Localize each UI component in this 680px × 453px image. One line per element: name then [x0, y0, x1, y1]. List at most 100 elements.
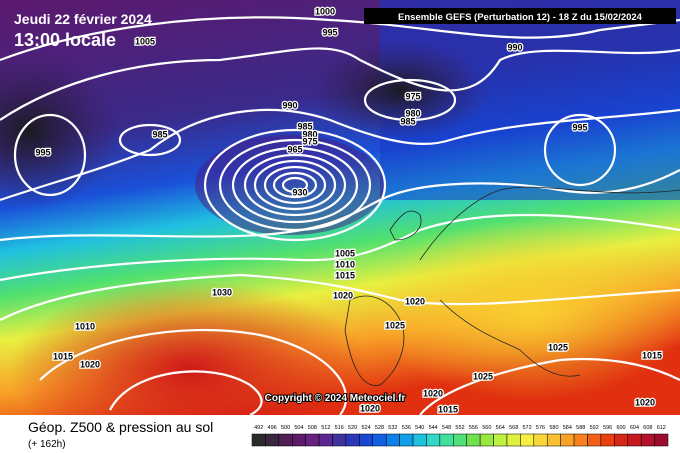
colorbar-swatch	[318, 433, 333, 447]
isobar-label: 1025	[548, 342, 568, 352]
colorbar-swatch	[426, 433, 441, 447]
isobar-label: 985	[297, 121, 312, 131]
colorbar-swatch	[292, 433, 306, 447]
colorbar-label: 548	[442, 425, 451, 431]
colorbar-label: 532	[388, 425, 397, 431]
colorbar-swatch	[546, 433, 561, 447]
run-info: Ensemble GEFS (Perturbation 12) - 18 Z d…	[398, 12, 643, 23]
isobar-label: 965	[287, 144, 302, 154]
isobars	[0, 16, 680, 416]
isobar-label: 980	[302, 129, 317, 139]
colorbar-swatch	[533, 433, 548, 447]
isobar-label: 1020	[80, 359, 100, 369]
colorbar-label: 516	[335, 425, 344, 431]
colorbar-swatch	[265, 433, 280, 447]
colorbar-swatch	[506, 433, 521, 447]
colorbar-label: 556	[469, 425, 478, 431]
isobar-labels: 1000 1005 995 990 990 975 980 985 985 99…	[34, 5, 663, 416]
isobar-label: 930	[292, 187, 307, 197]
colorbar-label: 528	[375, 425, 384, 431]
isobar-label: 975	[302, 136, 317, 146]
footer-lead: (+ 162h)	[28, 439, 66, 450]
copyright: Copyright © 2024 Meteociel.fr	[265, 393, 406, 404]
colorbar-label: 520	[348, 425, 357, 431]
colorbar-swatch	[466, 433, 481, 447]
isobar-label: 1015	[53, 351, 73, 361]
colorbar-label: 500	[281, 425, 290, 431]
isobar-label: 995	[35, 147, 50, 157]
colorbar-swatch	[560, 433, 575, 447]
time: 13:00 locale	[14, 30, 116, 50]
isobar-label: 1015	[335, 270, 355, 280]
colorbar-label: 604	[630, 425, 639, 431]
colorbar-label: 588	[576, 425, 585, 431]
colorbar-label: 552	[455, 425, 464, 431]
isobar-label: 1015	[438, 404, 458, 414]
isobar-label: 975	[405, 91, 420, 101]
isobar-label: 990	[507, 42, 522, 52]
colorbar-swatch	[278, 433, 293, 447]
isobar-label: 1020	[635, 397, 655, 407]
colorbar-label: 492	[254, 425, 263, 431]
isobar-label: 1010	[335, 259, 355, 269]
colorbar-swatch	[640, 433, 655, 447]
isobar-label: 1000	[315, 6, 335, 16]
isobar-label: 1010	[75, 321, 95, 331]
isobar-label: 980	[405, 108, 420, 118]
isobar-label: 1030	[212, 287, 232, 297]
colorbar-label: 612	[657, 425, 666, 431]
colorbar-swatch	[412, 433, 427, 447]
isobar-label: 1005	[335, 248, 355, 258]
colorbar-swatch	[493, 433, 508, 447]
colorbar-swatch	[359, 433, 374, 447]
coastlines	[344, 186, 680, 386]
colorbar-label: 592	[590, 425, 599, 431]
colorbar-swatch	[479, 433, 494, 447]
colorbar-label: 524	[361, 425, 370, 431]
colorbar-label: 580	[549, 425, 558, 431]
colorbar-swatch	[332, 433, 347, 447]
colorbar-swatch	[614, 433, 628, 447]
colorbar-swatch	[600, 433, 615, 447]
colorbar-swatch	[587, 433, 602, 447]
colorbar-swatch	[654, 433, 669, 447]
colorbar-swatch	[372, 433, 387, 447]
colorbar-swatch	[627, 433, 642, 447]
colorbar-label: 568	[509, 425, 518, 431]
colorbar-swatch	[520, 433, 535, 447]
colorbar-label: 596	[603, 425, 612, 431]
colorbar-swatch	[439, 433, 454, 447]
colorbar-swatch	[251, 433, 266, 447]
colorbar-swatch	[385, 433, 400, 447]
isobar-label: 1020	[423, 388, 443, 398]
colorbar-swatch	[305, 433, 320, 447]
colorbar-label: 512	[321, 425, 330, 431]
colorbar-swatch	[453, 433, 467, 447]
isobar-label: 985	[152, 129, 167, 139]
colorbar-swatch	[399, 433, 414, 447]
isobar-label: 1005	[135, 36, 155, 46]
isobar-label: 985	[400, 116, 415, 126]
footer-title: Géop. Z500 & pression au sol	[28, 419, 213, 435]
isobar-label: 1015	[642, 350, 662, 360]
colorbar-label: 560	[482, 425, 491, 431]
colorbar-label: 600	[616, 425, 625, 431]
colorbar-label: 496	[268, 425, 277, 431]
isobar-label: 995	[322, 27, 337, 37]
colorbar-label: 544	[429, 425, 438, 431]
isobar-label: 1025	[473, 371, 493, 381]
colorbar-label: 536	[402, 425, 411, 431]
colorbar-label: 576	[536, 425, 545, 431]
colorbar-swatch	[345, 433, 360, 447]
colorbar-label: 572	[523, 425, 532, 431]
isobar-label: 1025	[385, 320, 405, 330]
colorbar-swatch	[573, 433, 588, 447]
date: Jeudi 22 février 2024	[14, 11, 152, 27]
colorbar-label: 584	[563, 425, 572, 431]
colorbar-label: 508	[308, 425, 317, 431]
colorbar: 492 496 500 504 508 512 516 520 524 528 532 536 540 5…	[251, 425, 669, 447]
isobar-label: 1020	[360, 403, 380, 413]
run-box	[364, 8, 676, 24]
colorbar-label: 540	[415, 425, 424, 431]
isobar-label: 1020	[333, 290, 353, 300]
